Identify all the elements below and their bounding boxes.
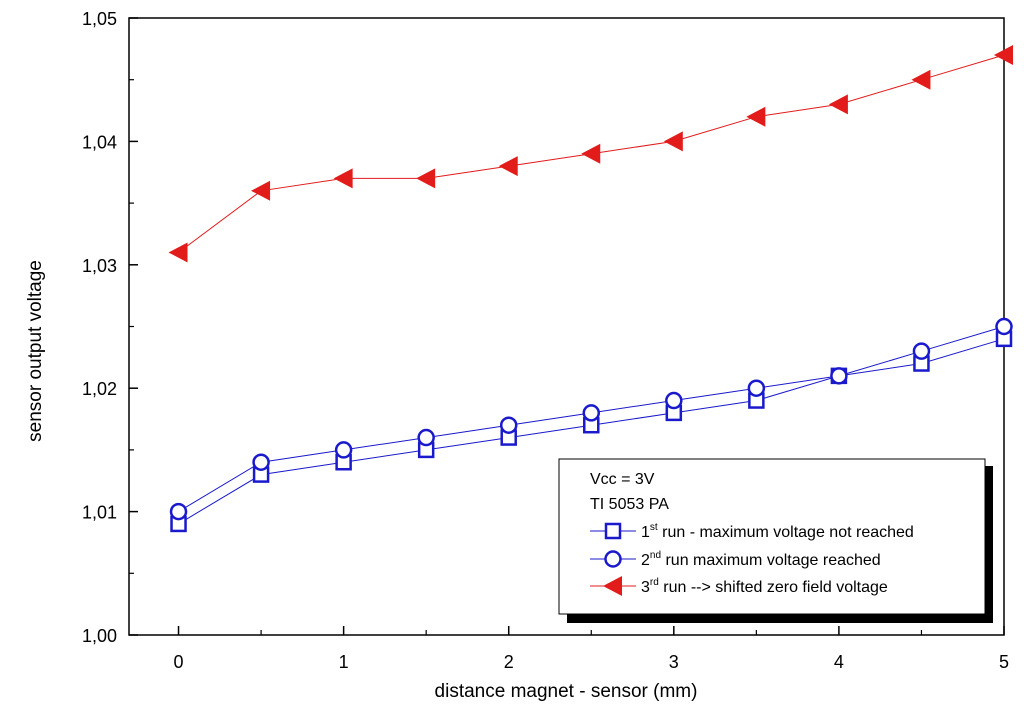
legend-run2-label: 2nd run maximum voltage reached — [641, 550, 881, 569]
legend-run3-number: 3 — [641, 579, 650, 596]
x-tick-label: 2 — [504, 652, 514, 672]
legend-box — [558, 458, 986, 615]
series-3-point — [828, 94, 848, 115]
series-2-point — [417, 428, 435, 447]
series-3-point — [663, 131, 683, 152]
y-tick-label: 1,02 — [82, 379, 117, 399]
y-tick-label: 1,05 — [82, 9, 117, 29]
series-2-point — [169, 502, 188, 521]
y-tick-label: 1,04 — [82, 132, 117, 152]
series-3-point — [746, 106, 766, 127]
legend-run3-text: run --> shifted zero field voltage — [659, 579, 888, 596]
series-layer — [168, 45, 1013, 533]
series-3-point — [994, 45, 1013, 66]
legend-run1-number: 1 — [641, 524, 650, 541]
series-2-point — [334, 441, 353, 459]
series-3-point — [581, 143, 601, 164]
series-2 — [169, 317, 1013, 521]
legend-run3-triangle-icon — [603, 576, 622, 596]
series-3-point — [911, 69, 931, 90]
series-2-point — [830, 367, 848, 385]
legend-run2-sup: nd — [650, 550, 661, 561]
legend-header-vcc: Vcc = 3V — [590, 471, 655, 488]
legend-run2-text: run maximum voltage reached — [661, 552, 881, 569]
series-2-point — [995, 317, 1013, 336]
series-3-point — [333, 168, 353, 189]
x-tick-label: 4 — [834, 652, 844, 672]
axes: 0 1 2 3 4 5 1,00 1,01 1,02 1,03 1,04 1,05 — [82, 9, 1009, 672]
series-3 — [168, 45, 1013, 263]
legend-run1-square-icon — [604, 522, 622, 540]
legend-run2-number: 2 — [641, 552, 650, 569]
legend-header-device: TI 5053 PA — [590, 496, 669, 513]
x-axis-title: distance magnet - sensor (mm) — [435, 681, 698, 702]
legend-run2-circle-icon — [604, 550, 622, 568]
legend-run1-text: run - maximum voltage not reached — [658, 524, 914, 541]
series-3-point — [251, 180, 271, 201]
y-tick-label: 1,00 — [82, 626, 117, 646]
x-tick-label: 3 — [669, 652, 679, 672]
y-tick-label: 1,03 — [82, 256, 117, 276]
x-tick-label: 0 — [174, 652, 184, 672]
x-tick-label: 5 — [999, 652, 1009, 672]
y-tick-label: 1,01 — [82, 503, 117, 523]
series-3-point — [168, 242, 188, 263]
legend-entry-run1: 1st run - maximum voltage not reached — [590, 522, 914, 541]
y-axis-title: sensor output voltage — [25, 260, 46, 442]
series-2-point — [665, 391, 683, 410]
legend: Vcc = 3V TI 5053 PA 1st run - maximum vo… — [558, 458, 993, 623]
legend-entry-run2: 2nd run maximum voltage reached — [590, 550, 881, 569]
series-2-point — [912, 342, 931, 360]
legend-run3-label: 3rd run --> shifted zero field voltage — [641, 577, 888, 596]
series-3-point — [498, 156, 518, 177]
legend-entry-run3: 3rd run --> shifted zero field voltage — [590, 576, 888, 596]
x-tick-label: 1 — [339, 652, 349, 672]
series-2-point — [252, 453, 270, 471]
series-2-point — [747, 379, 766, 397]
legend-run1-sup: st — [650, 522, 658, 533]
series-2-point — [582, 404, 601, 422]
series-3-point — [416, 168, 436, 189]
series-2-point — [499, 416, 518, 434]
legend-run1-label: 1st run - maximum voltage not reached — [641, 522, 914, 541]
legend-run3-sup: rd — [650, 577, 659, 588]
